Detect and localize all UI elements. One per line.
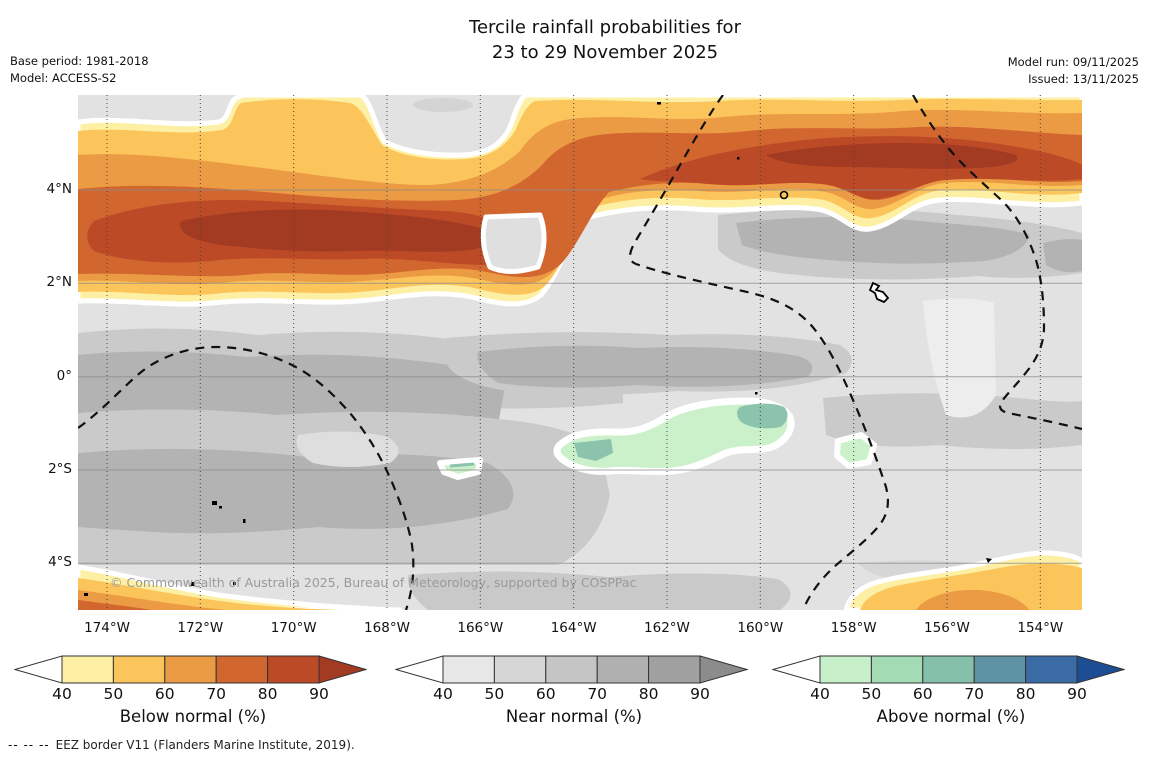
colorbar-below-normal: 40 50 60 70 80 90 Below normal (%): [13, 655, 368, 755]
eez-dash-sample: -- -- --: [8, 738, 50, 752]
colorbar-below-normal-bar: [13, 655, 368, 684]
colorbar-tick-label: 60: [154, 685, 175, 703]
colorbar-near-normal-title: Near normal (%): [505, 707, 643, 726]
model-metadata-right: Model run: 09/11/2025 Issued: 13/11/2025: [1008, 54, 1139, 87]
lon-tick-label: 168°W: [364, 620, 410, 636]
colorbar-above-normal-title: Above normal (%): [876, 707, 1026, 726]
colorbar-tick-label: 50: [484, 685, 505, 703]
lon-tick-label: 162°W: [644, 620, 690, 636]
colorbar-tick-label: 40: [52, 685, 72, 703]
colorbar-tick-label: 80: [638, 685, 659, 703]
lat-tick-label: 0°: [56, 367, 72, 384]
model-metadata-left: Base period: 1981-2018 Model: ACCESS-S2: [10, 53, 149, 88]
eez-border-lines: [78, 95, 1082, 610]
page-title: Tercile rainfall probabilities for 23 to…: [245, 16, 965, 66]
colorbar-tick-label: 60: [535, 685, 556, 703]
lat-tick-label: 4°S: [48, 554, 72, 571]
colorbar-tick-label: 80: [1015, 685, 1036, 703]
colorbar-tick-label: 90: [309, 685, 329, 703]
colorbar-tick-label: 70: [206, 685, 227, 703]
eez-note-text: EEZ border V11 (Flanders Marine Institut…: [55, 738, 355, 752]
colorbar-tick-label: 80: [257, 685, 278, 703]
lon-tick-label: 158°W: [830, 620, 877, 636]
below-normal-corner-patches: [78, 550, 1082, 610]
colorbar-above-normal: 40 50 60 70 80 90 Above normal (%): [771, 655, 1126, 755]
below-normal-band: [78, 95, 1082, 307]
colorbar-tick-label: 70: [964, 685, 985, 703]
model-label: Model: ACCESS-S2: [10, 71, 117, 86]
colorbar-above-normal-bar: [771, 655, 1126, 684]
copyright-text: © Commonwealth of Australia 2025, Bureau…: [110, 575, 636, 590]
lon-tick-label: 154°W: [1017, 620, 1064, 636]
colorbar-tick-label: 40: [810, 685, 830, 703]
lat-tick-label: 2°S: [48, 460, 72, 477]
base-period-label: Base period: 1981-2018: [10, 54, 149, 68]
lat-tick-label: 4°N: [46, 181, 72, 197]
colorbar-tick-label: 50: [103, 685, 124, 703]
model-run-label: Model run: 09/11/2025: [1007, 55, 1139, 69]
lon-tick-label: 160°W: [737, 620, 784, 636]
lon-tick-label: 170°W: [270, 620, 317, 636]
title-line-1: Tercile rainfall probabilities for: [469, 17, 741, 38]
island-outlines: [84, 102, 992, 596]
colorbar-tick-label: 70: [587, 685, 608, 703]
lon-tick-label: 174°W: [84, 620, 130, 636]
issued-label: Issued: 13/11/2025: [1028, 71, 1139, 86]
colorbar-tick-label: 50: [861, 685, 882, 703]
lon-tick-label: 166°W: [457, 620, 504, 636]
eez-legend-note: -- -- -- EEZ border V11 (Flanders Marine …: [8, 738, 355, 752]
grid-lines: [78, 95, 1082, 610]
lon-tick-label: 164°W: [550, 620, 597, 636]
lon-tick-label: 172°W: [177, 620, 224, 636]
colorbar-tick-label: 40: [433, 685, 453, 703]
colorbar-near-normal-bar: [394, 655, 749, 684]
colorbar-tick-label: 90: [690, 685, 710, 703]
title-line-2: 23 to 29 November 2025: [491, 41, 719, 63]
colorbar-tick-label: 90: [1067, 685, 1087, 703]
lon-tick-label: 156°W: [924, 620, 970, 636]
map-canvas: © Commonwealth of Australia 2025, Bureau…: [78, 95, 1082, 610]
colorbar-near-normal: 40 50 60 70 80 90 Near normal (%): [394, 655, 749, 755]
lat-tick-label: 2°N: [46, 274, 72, 291]
colorbar-below-normal-title: Below normal (%): [119, 707, 267, 726]
colorbar-tick-label: 60: [912, 685, 933, 703]
